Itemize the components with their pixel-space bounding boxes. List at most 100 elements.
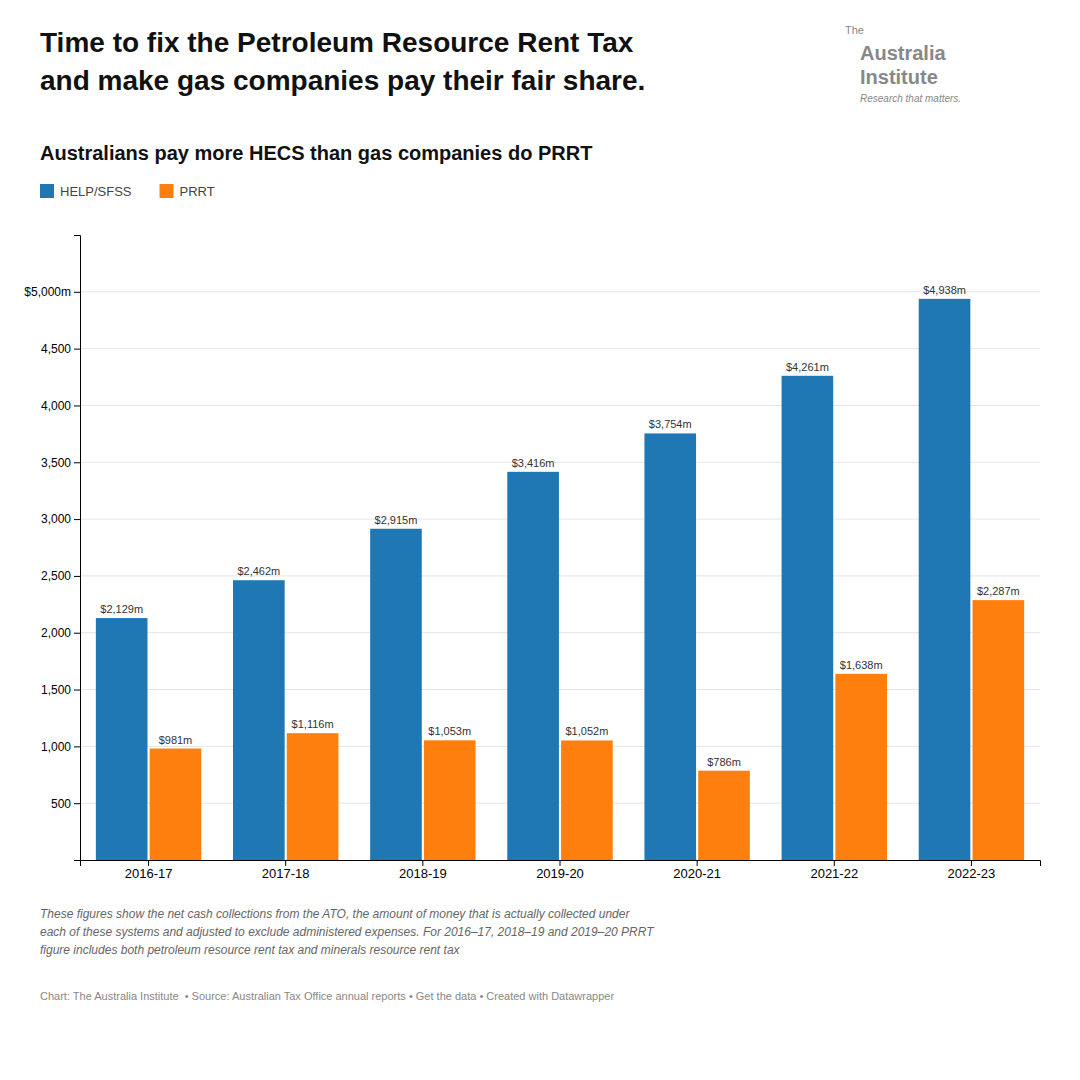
series-bars	[150, 600, 1024, 860]
y-tick: 1,000	[41, 740, 80, 754]
annotation: figure includes both petroleum resource …	[40, 943, 461, 957]
data-label: $2,287m	[977, 585, 1020, 597]
bar	[973, 600, 1025, 860]
source-link: Get the data	[416, 990, 477, 1002]
y-tick-mark	[74, 690, 80, 691]
x-tick-label: 2022-23	[948, 866, 996, 881]
data-label: $1,053m	[428, 725, 471, 737]
y-tick: 500	[51, 797, 80, 811]
bar	[644, 433, 696, 860]
y-tick: 3,000	[41, 512, 80, 526]
data-labels: $2,129m$2,462m$2,915m$3,416m$3,754m$4,26…	[100, 284, 1019, 768]
x-tick-label: 2016-17	[125, 866, 173, 881]
x-tick-label: 2020-21	[673, 866, 721, 881]
y-tick-mark	[74, 349, 80, 350]
y-tick-label: 3,000	[41, 512, 71, 526]
data-label: $1,116m	[292, 718, 334, 730]
y-tick: 3,500	[41, 456, 80, 470]
x-tick-mark	[834, 860, 835, 866]
bar	[782, 376, 834, 860]
bar	[370, 529, 422, 860]
y-tick-mark	[74, 633, 80, 634]
x-tick: 2021-22	[810, 860, 858, 881]
source-line: Chart: The Australia Institute • Source:…	[40, 990, 614, 1002]
chart-svg: Time to fix the Petroleum Resource Rent …	[0, 0, 1080, 1080]
grid-line	[80, 575, 1040, 576]
annotation: Time to fix the Petroleum Resource Rent …	[40, 27, 634, 58]
annotation: These figures show the net cash collecti…	[40, 907, 630, 921]
x-tick-label: 2021-22	[810, 866, 858, 881]
x-tick-label: 2018-19	[399, 866, 447, 881]
source-text: •	[406, 990, 416, 1002]
y-tick-label: 1,000	[41, 740, 71, 754]
y-tick-label: $5,000m	[24, 285, 71, 299]
x-tick: 2020-21	[673, 860, 721, 881]
x-tick-label: 2019-20	[536, 866, 584, 881]
y-tick-label: 3,500	[41, 456, 71, 470]
annotation: each of these systems and adjusted to ex…	[40, 925, 655, 939]
annotation: Australia	[860, 42, 946, 64]
bar	[698, 771, 750, 860]
legend-label: PRRT	[180, 184, 215, 199]
grid-line	[80, 632, 1040, 633]
data-label: $4,261m	[786, 361, 829, 373]
annotation: The	[845, 24, 864, 36]
legend-item: HELP/SFSS	[40, 184, 132, 199]
y-tick: 2,000	[41, 626, 80, 640]
source-link: Australian Tax Office annual reports	[232, 990, 406, 1002]
y-tick-mark	[74, 803, 80, 804]
y-tick-mark	[74, 405, 80, 406]
y-tick-label: 4,000	[41, 399, 71, 413]
grid	[80, 292, 1040, 803]
source-link: Datawrapper	[551, 990, 614, 1002]
y-tick: 4,000	[41, 399, 80, 413]
y-tick-label: 1,500	[41, 683, 71, 697]
y-tick: 1,500	[41, 683, 80, 697]
data-label: $2,915m	[375, 514, 418, 526]
bar	[150, 749, 202, 860]
data-label: $3,754m	[649, 418, 692, 430]
y-tick-label: 500	[51, 797, 71, 811]
bar	[835, 674, 887, 860]
x-axis: 2016-17 2017-18 2018-19 2019-20 2020-21 2021-…	[81, 860, 1041, 881]
x-tick-mark	[285, 860, 286, 866]
x-tick-mark	[422, 860, 423, 866]
grid-line	[80, 462, 1040, 463]
grid-line	[80, 689, 1040, 690]
y-tick-mark	[74, 519, 80, 520]
y-tick-label: 2,000	[41, 626, 71, 640]
y-tick: 4,500	[41, 342, 80, 356]
bar	[424, 740, 476, 860]
x-tick-label: 2017-18	[262, 866, 310, 881]
y-tick-mark	[74, 292, 80, 293]
grid-line	[80, 348, 1040, 349]
grid-line	[80, 803, 1040, 804]
legend-swatch	[160, 184, 174, 198]
x-tick: 2019-20	[536, 860, 584, 881]
chart-title: Australians pay more HECS than gas compa…	[40, 142, 592, 164]
data-label: $2,462m	[237, 565, 280, 577]
y-tick-mark	[74, 576, 80, 577]
annotation: Research that matters.	[860, 93, 961, 104]
bar	[507, 472, 559, 860]
grid-line	[80, 519, 1040, 520]
x-tick: 2022-23	[948, 860, 996, 881]
x-tick-mark	[148, 860, 149, 866]
x-axis-line	[81, 861, 1041, 867]
y-tick-mark	[74, 746, 80, 747]
bar	[919, 299, 971, 860]
x-tick-mark	[697, 860, 698, 866]
bar	[96, 618, 148, 860]
data-label: $1,638m	[840, 659, 883, 671]
source-text: • Created with	[476, 990, 551, 1002]
legend-swatch	[40, 184, 54, 198]
y-tick: $5,000m	[24, 285, 80, 299]
x-tick-mark	[971, 860, 972, 866]
bars	[96, 299, 1024, 860]
legend: HELP/SFSS PRRT	[40, 184, 215, 199]
y-tick: 2,500	[41, 569, 80, 583]
legend-label: HELP/SFSS	[60, 184, 132, 199]
annotation: and make gas companies pay their fair sh…	[40, 65, 645, 96]
bar	[287, 733, 339, 860]
data-label: $981m	[159, 734, 193, 746]
